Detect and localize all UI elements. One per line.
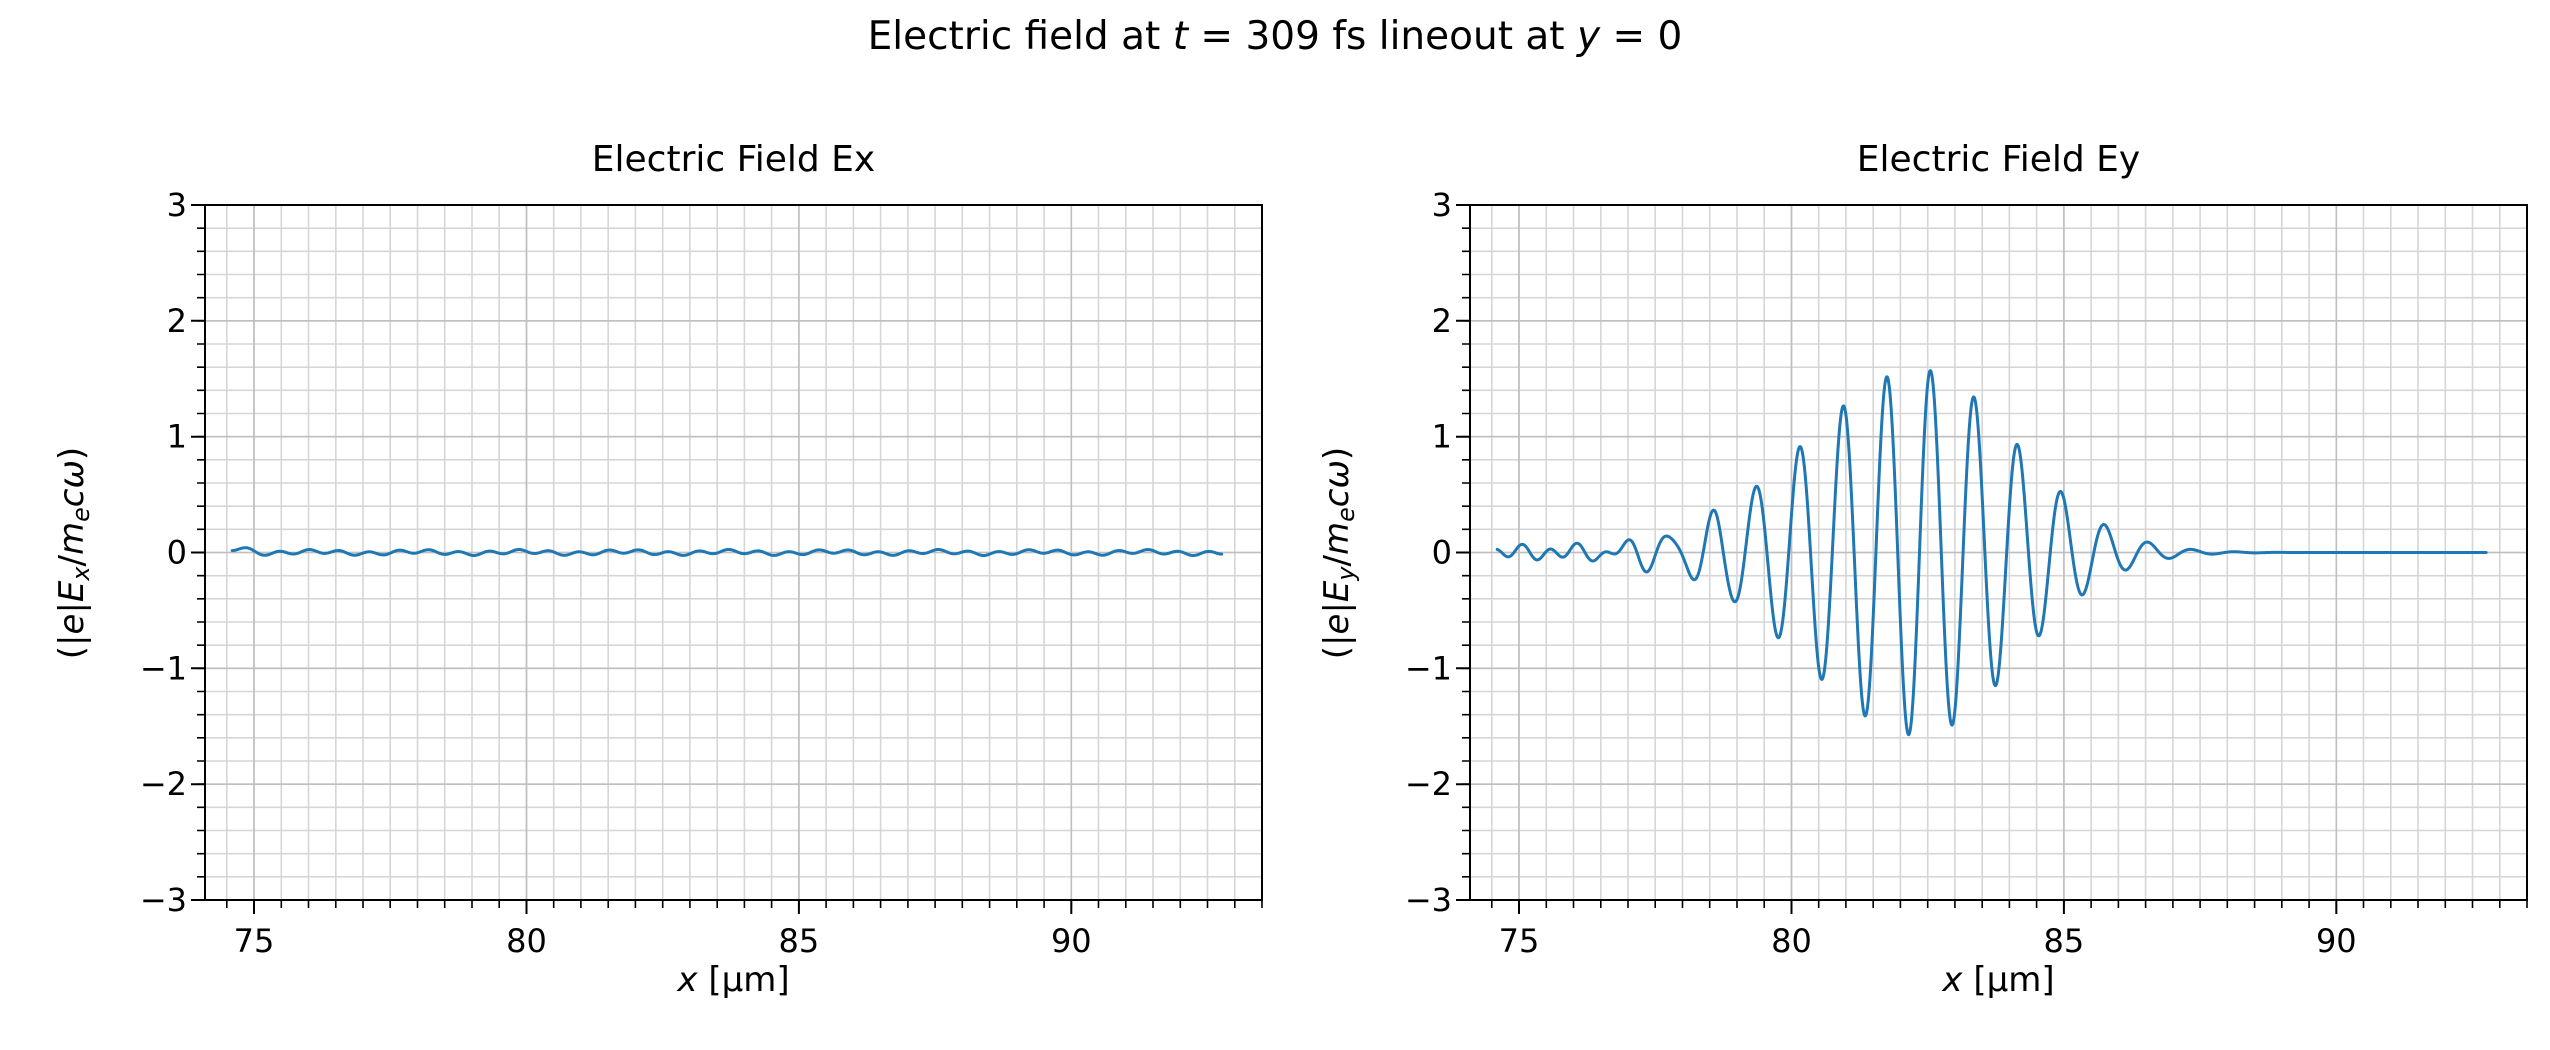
minor-ticks: [197, 204, 1263, 908]
y-axis-label-ey: (|e|Ey/mecω): [1315, 203, 1360, 903]
text-part: |: [52, 601, 92, 614]
text-part: y: [1576, 14, 1601, 59]
subplot-ey: 75 80 85 90 −3 −2 −1 0 1 2 3: [1405, 186, 2528, 960]
text-part: E: [1317, 580, 1357, 602]
subplot-ex: 75 80 85 90 −3 −2 −1 0 1 2 3: [140, 186, 1263, 960]
x-tick-label: 80: [1771, 922, 1812, 960]
y-tick-label: −1: [140, 649, 187, 687]
data-line-Ey: [1495, 369, 2488, 737]
y-tick-label: 2: [1432, 302, 1452, 340]
text-part: ): [52, 446, 92, 460]
x-tick-label: 85: [779, 922, 820, 960]
text-part: t: [1172, 14, 1188, 59]
y-tick-label: 3: [1432, 186, 1452, 224]
text-part: [μm]: [1962, 960, 2055, 1000]
y-tick-label: −2: [140, 765, 187, 803]
y-tick-label: −2: [1405, 765, 1452, 803]
y-tick-label: 0: [1432, 534, 1452, 572]
text-part: E: [52, 580, 92, 602]
text-part: ω: [1317, 459, 1357, 489]
text-part: e: [1331, 506, 1360, 522]
y-tick-label: −3: [1405, 881, 1452, 919]
text-part: [μm]: [697, 960, 790, 1000]
subplot-title-ey: Electric Field Ey: [1856, 139, 2141, 180]
x-tick-label: 75: [1499, 922, 1540, 960]
text-part: x: [66, 566, 95, 581]
text-part: /: [1317, 554, 1357, 566]
x-tick-label: 90: [1051, 922, 1092, 960]
text-part: = 309 fs lineout at: [1187, 14, 1577, 59]
minor-ticks: [1462, 204, 2528, 908]
text-part: e: [52, 613, 92, 634]
text-part: ): [1317, 446, 1357, 460]
text-part: m: [1317, 521, 1357, 555]
text-part: (|: [1317, 633, 1357, 659]
y-axis-label-ex: (|e|Ex/mecω): [50, 203, 95, 903]
text-part: /: [52, 554, 92, 566]
text-part: Electric field at: [867, 14, 1173, 59]
x-axis-label-ex: x [μm]: [205, 960, 1262, 1000]
text-part: |: [1317, 601, 1357, 614]
y-tick-label: 2: [167, 302, 187, 340]
text-part: x: [1942, 960, 1963, 1000]
subplot-title-ex: Electric Field Ex: [591, 139, 876, 180]
text-part: ω: [52, 459, 92, 489]
text-part: c: [1317, 488, 1357, 507]
y-tick-label: 1: [1432, 418, 1452, 456]
y-tick-label: −1: [1405, 649, 1452, 687]
y-tick-label: 1: [167, 418, 187, 456]
text-part: c: [52, 488, 92, 507]
text-part: e: [66, 506, 95, 522]
figure-suptitle: Electric field at t = 309 fs lineout at …: [0, 14, 2550, 59]
text-part: y: [1331, 566, 1360, 581]
text-part: e: [1317, 613, 1357, 634]
x-tick-label: 90: [2316, 922, 2357, 960]
data-line-Ex: [230, 546, 1224, 558]
x-axis-label-ey: x [μm]: [1470, 960, 2527, 1000]
text-part: x: [677, 960, 698, 1000]
y-tick-label: 3: [167, 186, 187, 224]
y-tick-label: −3: [140, 881, 187, 919]
text-part: = 0: [1600, 14, 1683, 59]
x-tick-label: 80: [506, 922, 547, 960]
text-part: (|: [52, 633, 92, 659]
y-tick-label: 0: [167, 534, 187, 572]
text-part: m: [52, 521, 92, 555]
x-tick-label: 75: [234, 922, 275, 960]
x-tick-label: 85: [2044, 922, 2085, 960]
